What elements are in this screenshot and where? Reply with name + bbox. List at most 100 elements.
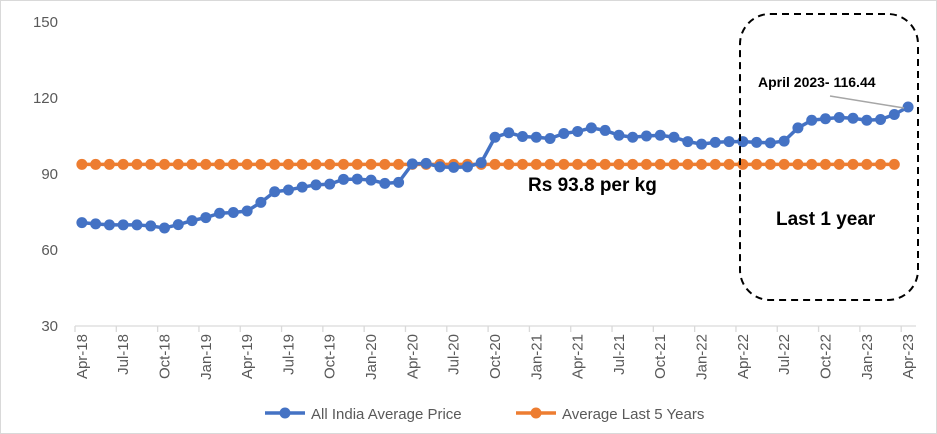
price-point [517,131,529,143]
price-point [764,137,776,149]
price-point [117,219,129,231]
average-point [379,158,391,170]
price-point [324,178,336,190]
price-point [338,173,350,185]
x-tick-label: Jul-21 [611,334,628,375]
price-point [475,157,487,169]
price-point [172,219,184,231]
x-tick-label: Jan-22 [694,334,711,380]
average-point [200,158,212,170]
average-point [324,158,336,170]
price-point [310,179,322,191]
price-point [186,215,198,227]
annotation-leader-line [829,95,905,109]
legend-label-average: Average Last 5 Years [562,406,704,423]
x-tick-label: Apr-18 [74,334,91,379]
price-point [709,136,721,148]
price-point [572,125,584,137]
x-tick-label: Oct-18 [157,334,174,379]
price-point [723,136,735,148]
legend-label-price: All India Average Price [311,406,462,423]
average-point [544,158,556,170]
average-point [103,158,115,170]
average-point [282,158,294,170]
average-point [76,158,88,170]
price-point [420,157,432,169]
last-year-annotation: Last 1 year [776,209,876,230]
average-point [696,158,708,170]
price-point [902,101,914,113]
average-point [640,158,652,170]
y-tick-label: 120 [33,90,58,107]
legend-item-price[interactable]: All India Average Price [265,406,462,423]
price-point [296,181,308,193]
average-point [792,158,804,170]
average-point [241,158,253,170]
average-point [723,158,735,170]
price-point [530,131,542,143]
legend-item-average[interactable]: Average Last 5 Years [516,406,704,423]
price-point [406,158,418,170]
average-point [296,158,308,170]
price-point [503,127,515,139]
average-point [585,158,597,170]
average-point [255,158,267,170]
average-point [393,158,405,170]
average-point [186,158,198,170]
y-tick-label: 90 [41,166,58,183]
last-year-highlight-box [739,13,919,301]
x-tick-label: Apr-23 [900,334,917,379]
price-point [227,207,239,219]
price-point [819,113,831,125]
price-point [737,136,749,148]
price-point [200,212,212,224]
price-point [461,161,473,173]
average-point [365,158,377,170]
average-point [558,158,570,170]
average-point [269,158,281,170]
x-tick-label: Oct-21 [652,334,669,379]
average-point [227,158,239,170]
average-point [172,158,184,170]
average-point [214,158,226,170]
price-point [888,108,900,120]
price-point [269,186,281,198]
price-point [544,133,556,145]
price-point [241,205,253,217]
price-point [393,176,405,188]
average-point [310,158,322,170]
average-point [861,158,873,170]
average-point [599,158,611,170]
price-point [379,177,391,189]
average-point [90,158,102,170]
x-tick-label: Jul-22 [776,334,793,375]
x-tick-label: Jan-19 [198,334,215,380]
average-point [668,158,680,170]
average-point [530,158,542,170]
y-tick-label: 150 [33,14,58,31]
price-point [282,184,294,196]
average-point [351,158,363,170]
legend-marker-price [279,407,291,419]
price-point [599,124,611,136]
price-point [668,131,680,143]
legend-marker-average [530,407,542,419]
average-annotation: Rs 93.8 per kg [528,175,657,196]
price-point [489,131,501,143]
average-point [338,158,350,170]
average-point [145,158,157,170]
average-point [847,158,859,170]
average-point [682,158,694,170]
average-point [888,158,900,170]
price-point [875,114,887,126]
y-tick-label: 60 [41,242,58,259]
average-point [517,158,529,170]
y-tick-label: 30 [41,318,58,335]
price-point [103,219,115,231]
average-point [778,158,790,170]
x-tick-label: Apr-21 [570,334,587,379]
x-tick-label: Jul-18 [115,334,132,375]
average-point [737,158,749,170]
